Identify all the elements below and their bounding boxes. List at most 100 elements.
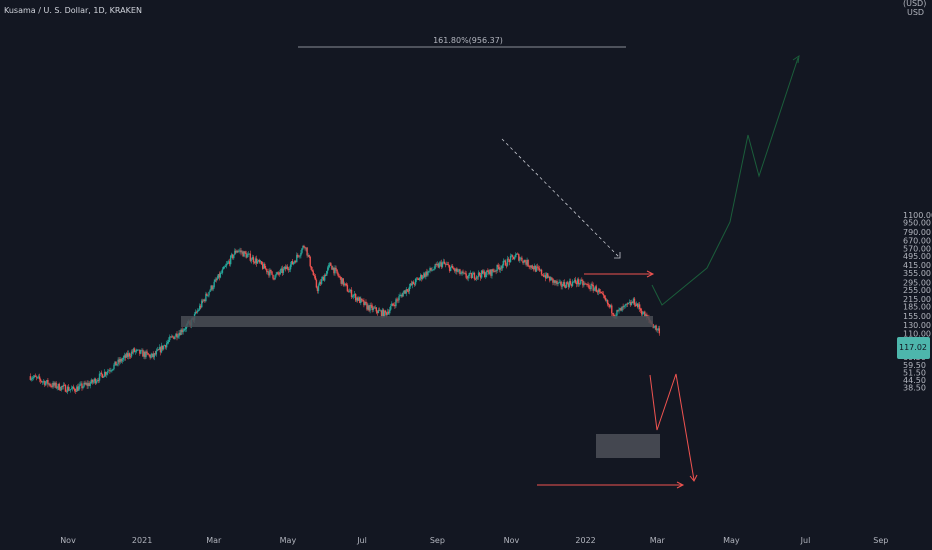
candle-body	[287, 268, 290, 270]
candle-body	[134, 351, 137, 352]
candle-body	[361, 298, 363, 301]
candle-body	[181, 329, 183, 333]
candle-body	[506, 258, 509, 266]
candle-body	[74, 388, 76, 391]
candle-body	[118, 359, 120, 363]
candle-body	[272, 274, 274, 279]
candle-body	[445, 264, 448, 266]
candle-body	[502, 260, 505, 266]
candle-body	[48, 383, 50, 385]
candle-body	[623, 305, 625, 308]
candle-body	[159, 347, 162, 353]
time-tick-label: May	[280, 536, 297, 545]
candle-body	[68, 389, 71, 391]
candle-body	[432, 269, 434, 271]
candle-body	[435, 264, 437, 266]
candle-body	[489, 269, 491, 274]
candle-body	[547, 273, 549, 278]
candle-body	[448, 265, 451, 271]
candle-body	[306, 247, 308, 256]
candle-body	[551, 277, 553, 279]
candle-body	[503, 260, 506, 262]
candle-body	[311, 269, 313, 272]
price-tick-label: 355.00	[903, 269, 931, 278]
candle-body	[526, 259, 528, 265]
candle-body	[646, 314, 648, 318]
candle-body	[585, 283, 587, 285]
candle-body	[603, 295, 606, 298]
candle-body	[517, 253, 519, 255]
price-tick-label: 44.50	[903, 376, 926, 385]
candle-body	[166, 341, 169, 344]
candle-body	[238, 250, 240, 252]
candle-body	[423, 273, 425, 278]
candle-body	[443, 261, 446, 264]
candle-body	[473, 273, 476, 279]
candle-body	[321, 276, 324, 280]
candle-body	[627, 303, 629, 304]
candle-body	[146, 351, 148, 354]
candle-body	[271, 271, 273, 275]
candle-body	[64, 384, 67, 392]
candle-body	[488, 271, 490, 274]
candle-body	[534, 265, 537, 272]
candle-body	[319, 282, 322, 284]
candle-body	[351, 296, 354, 298]
candle-body	[474, 278, 477, 280]
candle-body	[355, 297, 358, 301]
candle-body	[354, 293, 357, 301]
candle-body	[283, 266, 286, 269]
candle-body	[90, 379, 92, 384]
candle-body	[77, 386, 79, 391]
candle-body	[30, 378, 33, 380]
candle-body	[463, 272, 465, 274]
candle-body	[477, 272, 480, 277]
candle-body	[127, 353, 130, 357]
candle-body	[410, 283, 413, 286]
candle-body	[472, 273, 475, 275]
candle-body	[484, 271, 486, 277]
candle-body	[641, 310, 643, 315]
candle-body	[260, 261, 263, 265]
candle-body	[622, 306, 624, 308]
candle-body	[383, 310, 386, 317]
candle-body	[611, 305, 613, 314]
candle-body	[339, 276, 341, 278]
price-tick-label: 670.00	[903, 236, 931, 245]
time-tick-label: Sep	[873, 536, 888, 545]
candle-body	[606, 300, 609, 305]
candle-body	[653, 327, 655, 328]
candle-body	[412, 281, 415, 285]
candle-body	[537, 267, 540, 269]
candle-body	[561, 285, 563, 287]
candle-body	[73, 386, 75, 389]
candle-body	[493, 271, 495, 273]
candle-body	[79, 384, 81, 387]
candle-body	[560, 281, 562, 287]
candle-body	[379, 310, 382, 312]
candle-body	[111, 370, 113, 371]
candle-body	[71, 386, 74, 389]
candle-body	[645, 314, 647, 317]
candle-body	[295, 261, 297, 263]
time-axis[interactable]: Nov 2021 Mar May Jul Sep Nov 2022 Mar May Jul Sep	[60, 536, 888, 545]
candle-body	[178, 332, 180, 337]
candle-body	[397, 299, 399, 301]
candle-body	[370, 304, 372, 306]
candle-body	[87, 383, 89, 386]
candle-body	[195, 311, 198, 313]
candles-layer	[29, 244, 660, 395]
candle-body	[121, 359, 123, 362]
candle-body	[108, 370, 110, 372]
candle-body	[377, 309, 380, 314]
candle-body	[471, 274, 474, 279]
candle-body	[442, 261, 445, 263]
candle-body	[220, 272, 223, 274]
candle-body	[546, 273, 548, 279]
candle-body	[499, 267, 501, 270]
candle-body	[333, 267, 335, 274]
candle-body	[322, 276, 325, 281]
candle-body	[469, 272, 471, 274]
candle-body	[515, 254, 517, 258]
